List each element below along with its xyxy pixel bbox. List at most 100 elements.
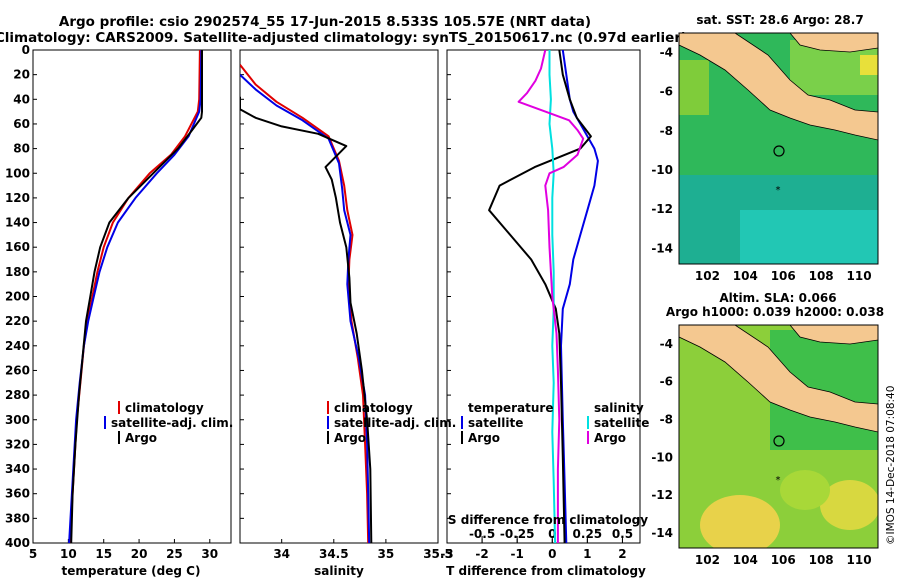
series-line-salinity-satellite xyxy=(548,50,557,543)
argo-position-marker xyxy=(773,435,785,447)
map-y-tick-label: -8 xyxy=(660,124,673,138)
map-x-tick-label: 110 xyxy=(847,269,872,283)
difference-legend: temperature satellite Argo salinity sate… xyxy=(461,401,649,445)
x2-tick-label: -0.5 xyxy=(469,527,495,541)
sst-map-title: sat. SST: 28.6 Argo: 28.7 xyxy=(696,13,863,27)
x-tick-label: 25 xyxy=(166,547,183,561)
x2-tick-label: 0 xyxy=(548,527,556,541)
map-y-tick-label: -4 xyxy=(660,46,673,60)
y-tick-label: 120 xyxy=(5,191,30,205)
sla-field-mid-south xyxy=(780,470,830,510)
y-tick-label: 20 xyxy=(13,68,30,82)
map-y-tick-label: -8 xyxy=(660,412,673,426)
map-y-tick-label: -6 xyxy=(660,85,673,99)
legend-label-satellite: satellite-adj. clim. xyxy=(111,416,233,430)
map-x-tick-label: 108 xyxy=(809,269,834,283)
y-tick-label: 60 xyxy=(13,117,30,131)
map-x-tick-label: 106 xyxy=(771,269,796,283)
x-tick-label: 20 xyxy=(131,547,148,561)
sst-map-frame xyxy=(678,32,879,265)
figure-title-line-2: Climatology: CARS2009. Satellite-adjuste… xyxy=(0,30,687,46)
map-x-tick-label: 104 xyxy=(733,553,758,567)
sumatra-java-land xyxy=(679,325,878,433)
y-tick-label: 300 xyxy=(5,413,30,427)
previous-position-marker: * xyxy=(776,475,781,486)
imos-watermark: ©IMOS 14-Dec-2018 07:08:40 xyxy=(885,386,897,545)
map-y-tick-label: -6 xyxy=(660,375,673,389)
legend-title-salinity: salinity xyxy=(594,401,644,415)
map-y-tick-label: -10 xyxy=(651,450,673,464)
sla-map-title: Altim. SLA: 0.066 xyxy=(719,291,836,305)
x-tick-label: 35 xyxy=(378,547,395,561)
difference-plot-frame xyxy=(446,49,641,544)
difference-series-group xyxy=(488,50,599,543)
x-tick-label: -1 xyxy=(511,547,524,561)
y-tick-label: 100 xyxy=(5,166,30,180)
y-tick-label: 400 xyxy=(5,536,30,550)
y-tick-label: 360 xyxy=(5,487,30,501)
temperature-series-group xyxy=(68,50,203,543)
y-tick-label: 200 xyxy=(5,290,30,304)
series-line-argo xyxy=(70,50,203,543)
x-tick-label: 34 xyxy=(273,547,290,561)
series-line-argo xyxy=(240,96,373,543)
temperature-plot-frame xyxy=(32,49,232,544)
sst-field-west xyxy=(679,60,709,115)
map-x-tick-label: 106 xyxy=(771,553,796,567)
x2-tick-label: -0.25 xyxy=(500,527,535,541)
s-difference-axis-label: S difference from climatology xyxy=(448,513,648,527)
x-tick-label: 1 xyxy=(583,547,591,561)
sla-map-subtitle: Argo h1000: 0.039 h2000: 0.038 xyxy=(666,305,884,319)
sla-map-frame xyxy=(678,324,879,549)
series-line-temperature-satellite xyxy=(560,50,599,543)
x2-tick-label: 0.5 xyxy=(612,527,633,541)
series-layer xyxy=(68,50,599,543)
map-y-tick-label: -14 xyxy=(651,526,673,540)
y-tick-label: 280 xyxy=(5,388,30,402)
sst-field-south xyxy=(740,210,878,264)
y-tick-label: 380 xyxy=(5,511,30,525)
salinity-plot-frame xyxy=(239,49,439,544)
map-y-tick-label: -12 xyxy=(651,202,673,216)
x-tick-label: 10 xyxy=(60,547,77,561)
series-line-salinity-argo xyxy=(517,50,585,543)
x-tick-label: 0 xyxy=(548,547,556,561)
y-tick-label: 160 xyxy=(5,240,30,254)
legend-label-argo: Argo xyxy=(125,431,157,445)
x-tick-label: 15 xyxy=(95,547,112,561)
map-y-tick-label: -14 xyxy=(651,241,673,255)
sst-field-warm-patch xyxy=(860,55,878,75)
sst-map: * xyxy=(679,33,878,264)
salinity-axis-label: salinity xyxy=(314,564,364,578)
legend-label-s-satellite: satellite xyxy=(594,416,649,430)
t-difference-axis-label: T difference from climatology xyxy=(446,564,646,578)
axes-layer: 0204060801001201401601802002202402602803… xyxy=(5,43,872,567)
y-tick-label: 320 xyxy=(5,437,30,451)
series-line-satellite-adj-clim- xyxy=(68,50,203,543)
borneo-land xyxy=(789,33,878,53)
map-x-tick-label: 110 xyxy=(847,553,872,567)
figure-title-line-1: Argo profile: csio 2902574_55 17-Jun-201… xyxy=(59,14,591,30)
legend-label-argo: Argo xyxy=(334,431,366,445)
series-line-temperature-argo xyxy=(488,50,592,543)
map-x-tick-label: 102 xyxy=(695,553,720,567)
sla-field-high-southwest xyxy=(700,495,780,548)
x-tick-label: -2 xyxy=(475,547,488,561)
x-tick-label: 30 xyxy=(201,547,218,561)
map-x-tick-label: 104 xyxy=(733,269,758,283)
legend-label-t-satellite: satellite xyxy=(468,416,523,430)
y-tick-label: 260 xyxy=(5,363,30,377)
map-y-tick-label: -10 xyxy=(651,163,673,177)
y-tick-label: 220 xyxy=(5,314,30,328)
legend-label-satellite: satellite-adj. clim. xyxy=(334,416,456,430)
y-tick-label: 140 xyxy=(5,216,30,230)
x-tick-label: 5 xyxy=(29,547,37,561)
legend-label-s-argo: Argo xyxy=(594,431,626,445)
salinity-legend: climatology satellite-adj. clim. Argo xyxy=(327,401,456,445)
y-tick-label: 180 xyxy=(5,265,30,279)
x2-tick-label: 0.25 xyxy=(573,527,603,541)
salinity-series-group xyxy=(240,64,373,543)
map-x-tick-label: 108 xyxy=(809,553,834,567)
sla-map: * xyxy=(679,325,878,548)
